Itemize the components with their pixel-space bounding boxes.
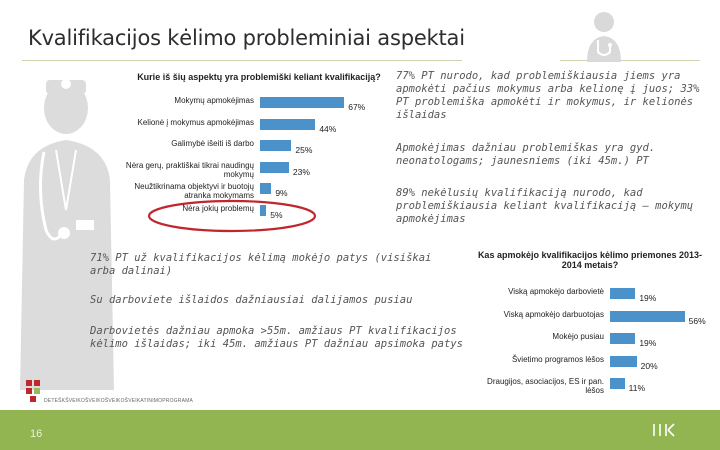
value-label: 19% xyxy=(639,293,657,303)
category-label: Švietimo programos lėšos xyxy=(511,354,604,364)
highlight-ellipse xyxy=(147,199,317,233)
bar xyxy=(610,378,625,389)
value-label: 11% xyxy=(628,383,646,393)
title-divider-right xyxy=(560,60,700,61)
note-payment-problem: 77% PT nurodo, kad problemiškiausia jiem… xyxy=(396,70,700,121)
bar xyxy=(260,97,345,108)
footer-bar xyxy=(0,410,720,450)
note-self-paid: 71% PT už kvalifikacijos kėlimą mokėjo p… xyxy=(90,252,432,277)
category-label: Nėra jokių problemų xyxy=(182,203,254,213)
org-logo-text: DETEŠKŠVEIKOŠVEIKOŠVEIKOŠVEIKATINIMOPROG… xyxy=(44,398,194,404)
brand-mark-icon xyxy=(653,423,675,437)
bar xyxy=(610,288,636,299)
title-divider xyxy=(22,60,462,61)
bar xyxy=(260,204,267,216)
category-label: Draugijos, asociacijos, ES ir pan. lėšos xyxy=(487,377,604,395)
doctor-figure-icon xyxy=(20,79,114,390)
bar xyxy=(260,140,292,151)
note-age-employer: Darbovietės dažniau apmoka >55m. amžiaus… xyxy=(90,325,463,350)
category-label: Nėra gerų, praktiškai tikrai naudingų mo… xyxy=(125,160,254,179)
chart2-title: Kas apmokėjo kvalifikacijos kėlimo priem… xyxy=(477,250,703,270)
value-label: 23% xyxy=(292,166,310,177)
value-label: 44% xyxy=(319,123,337,134)
doctor-head-icon xyxy=(587,12,621,62)
value-label: 19% xyxy=(639,338,657,348)
note-no-qualification: 89% nekėlusių kvalifikaciją nurodo, kad … xyxy=(396,187,694,225)
category-label: Viską apmokėjo darbovietė xyxy=(508,287,604,296)
bar xyxy=(610,333,636,344)
note-shared-half: Su darboviete išlaidos dažniausiai dalij… xyxy=(90,294,413,306)
bar xyxy=(260,183,272,194)
value-label: 5% xyxy=(270,209,283,220)
category-label: Viską apmokėjo darbuotojas xyxy=(503,309,604,319)
category-label: Kelionė į mokymus apmokėjimas xyxy=(137,117,255,127)
org-logo-icon xyxy=(26,380,40,402)
page-number: 16 xyxy=(30,428,43,440)
slide-title: Kvalifikacijos kėlimo probleminiai aspek… xyxy=(28,26,465,50)
value-label: 56% xyxy=(688,315,706,326)
category-label: Neužtikrinama objektyvi ir buotojų atran… xyxy=(134,182,254,200)
value-label: 25% xyxy=(295,145,313,155)
value-label: 20% xyxy=(640,360,658,371)
chart1-title: Kurie iš šių aspektų yra problemiški kel… xyxy=(137,72,381,82)
category-label: Galimybė išeiti iš darbo xyxy=(171,139,254,148)
note-neonatologists: Apmokėjimas dažniau problemiškas yra gyd… xyxy=(396,142,656,167)
value-label: 67% xyxy=(348,102,366,112)
category-label: Mokymų apmokėjimas xyxy=(174,96,254,105)
bar xyxy=(610,355,637,367)
bar xyxy=(610,310,685,322)
bar xyxy=(260,161,289,173)
category-label: Mokėjo pusiau xyxy=(552,332,604,341)
value-label: 9% xyxy=(275,188,288,198)
bar xyxy=(260,118,316,130)
